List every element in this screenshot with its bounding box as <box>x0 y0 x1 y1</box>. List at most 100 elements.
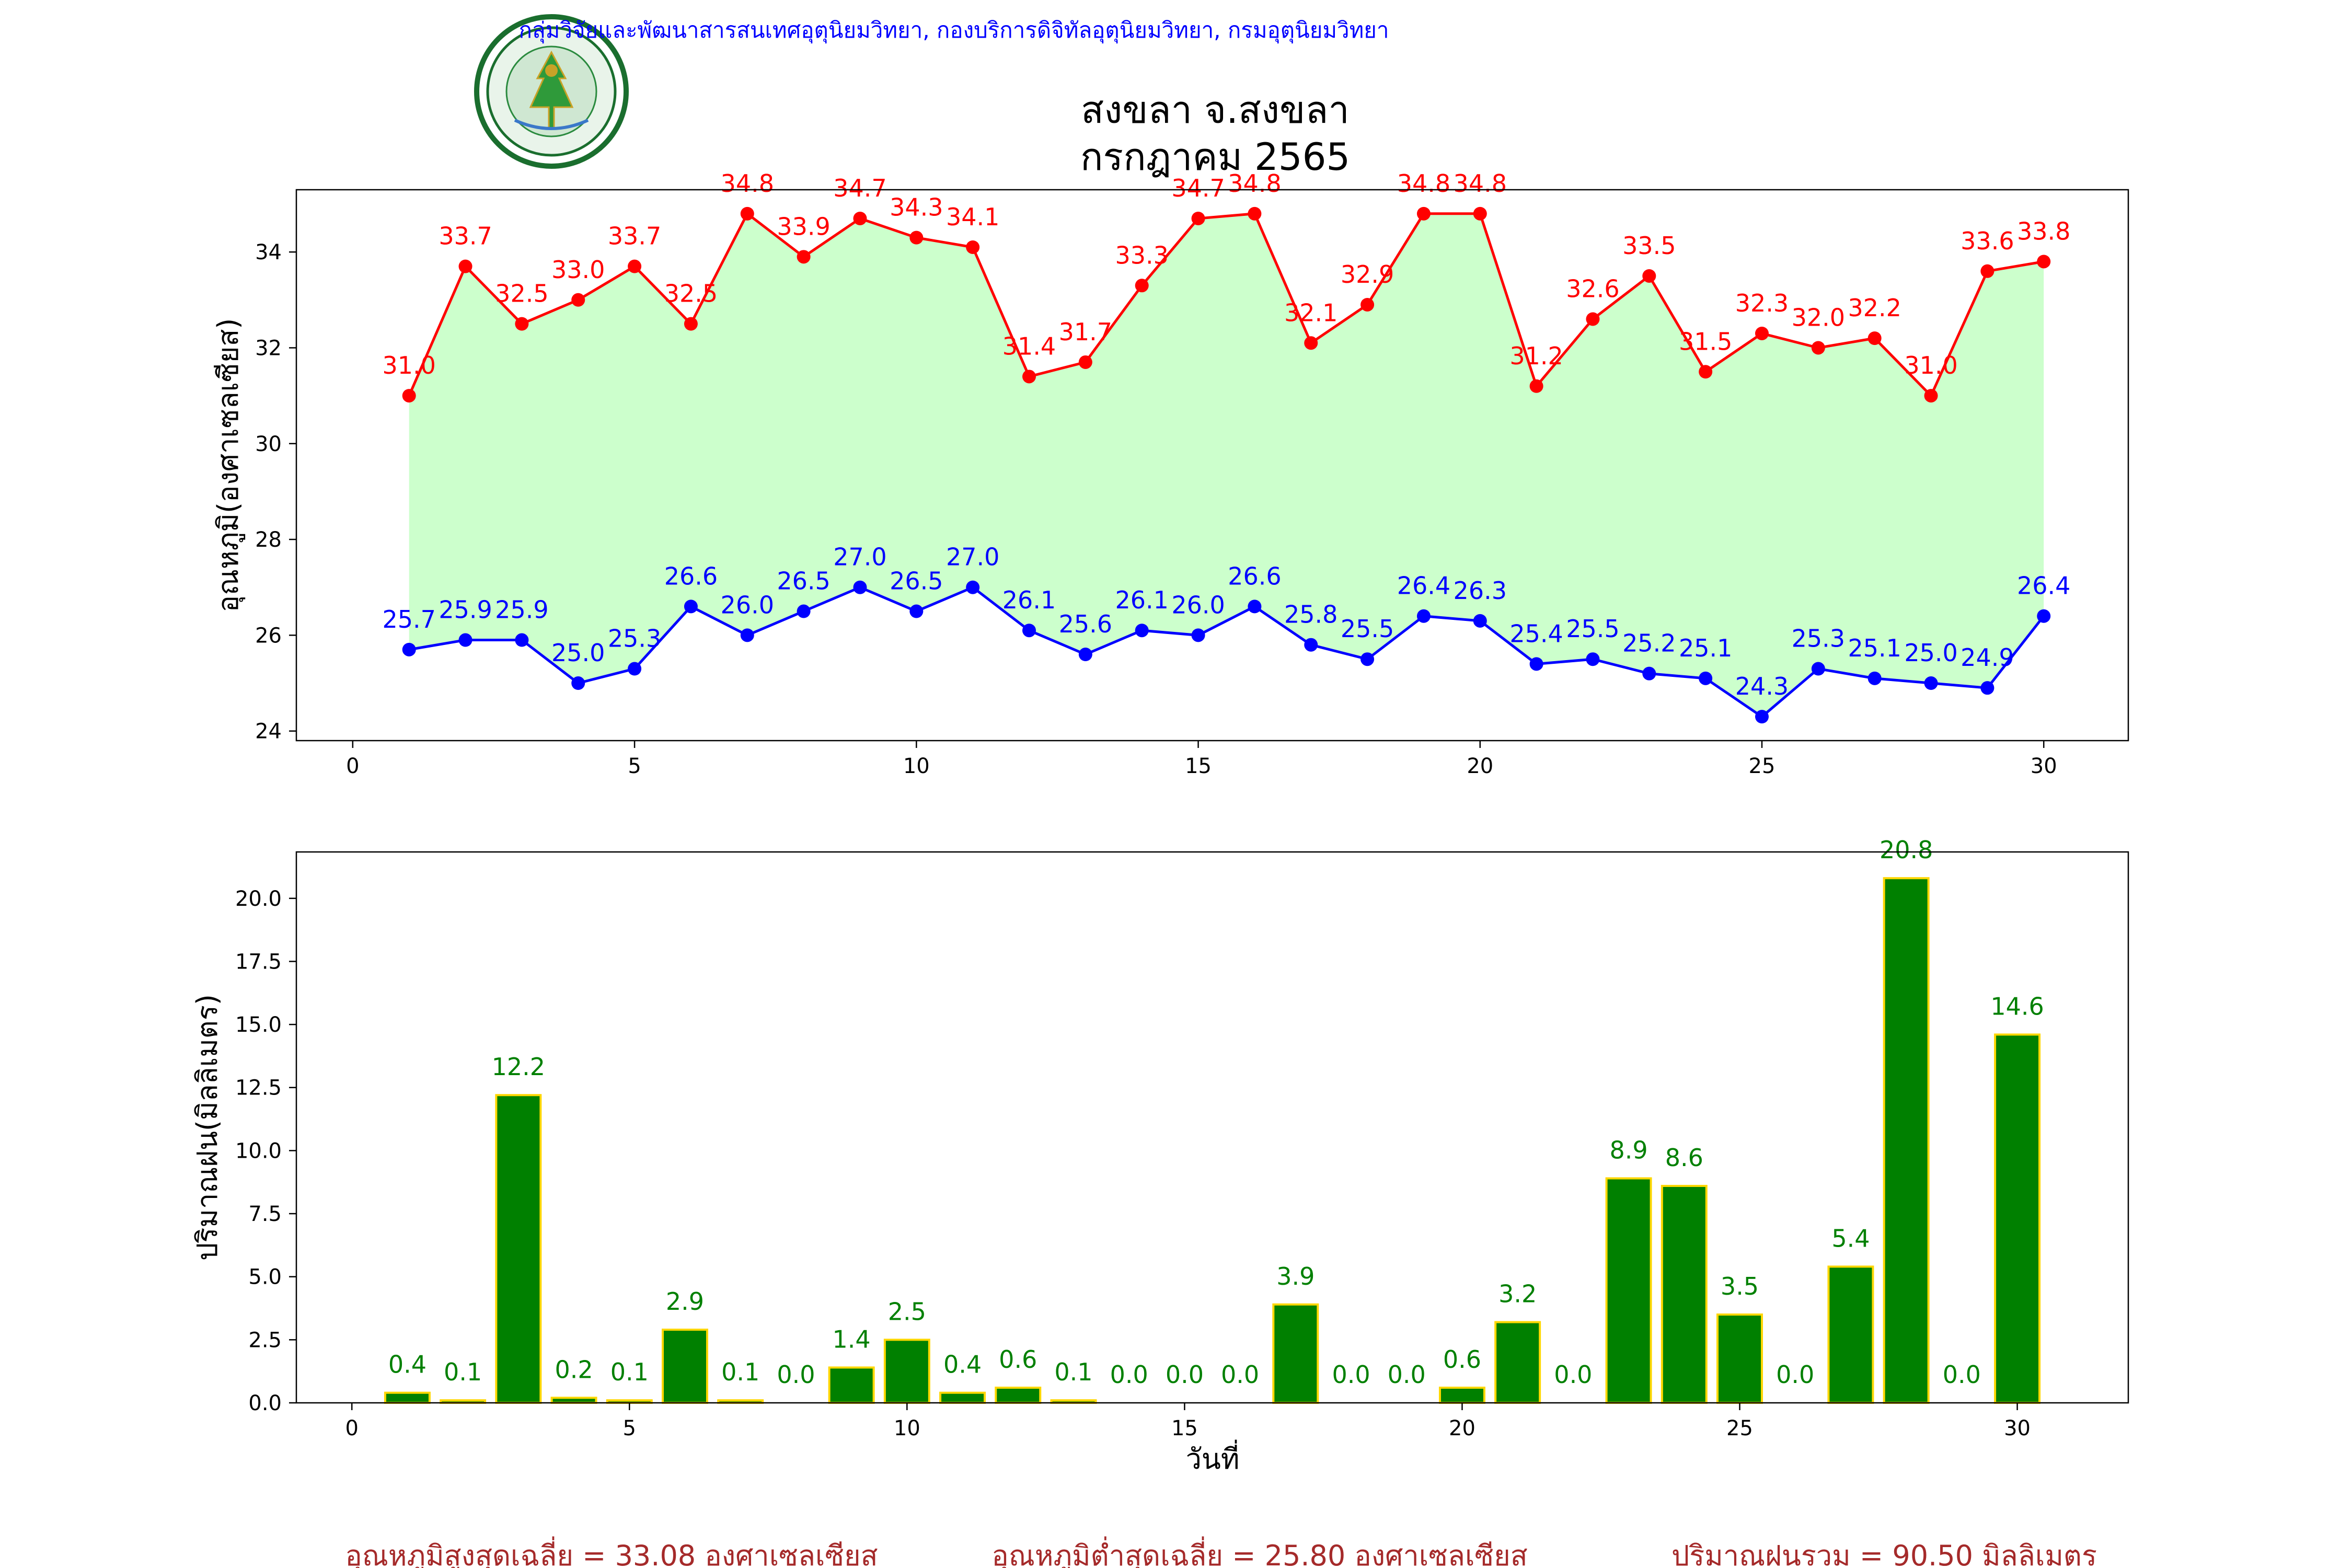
rain-x-tick-label: 25 <box>1726 1416 1753 1440</box>
max-temp-point-day-23 <box>1642 269 1656 283</box>
rain-bar-day-11 <box>939 1391 986 1404</box>
min-temp-point-day-25 <box>1755 710 1769 724</box>
rain-bar-day-28 <box>1883 877 1930 1404</box>
max-temp-point-day-22 <box>1586 312 1600 326</box>
rain-value-label-day-24: 8.6 <box>1665 1144 1703 1172</box>
min-temp-point-day-4 <box>571 676 585 690</box>
agency-header: กลุ่มวิจัยและพัฒนาสารสนเทศอุตุนิยมวิทยา,… <box>518 17 1389 44</box>
min-temp-label-day-22: 25.5 <box>1566 615 1619 643</box>
min-temp-label-day-13: 25.6 <box>1059 610 1112 638</box>
max-temp-label-day-1: 31.0 <box>382 351 435 379</box>
max-temp-label-day-22: 32.6 <box>1566 274 1619 303</box>
rainfall-plot-frame <box>295 851 2129 1404</box>
rain-value-label-day-13: 0.1 <box>1054 1358 1092 1386</box>
rain-x-tick-label: 10 <box>894 1416 920 1440</box>
min-temp-point-day-7 <box>740 628 754 642</box>
temp-y-tick-label: 30 <box>255 432 282 456</box>
max-temp-point-day-1 <box>402 389 416 403</box>
min-temp-point-day-14 <box>1135 624 1149 638</box>
min-temp-label-day-28: 25.0 <box>1904 639 1957 667</box>
rain-bar-day-23 <box>1605 1177 1652 1404</box>
max-temp-point-day-25 <box>1755 326 1769 340</box>
max-temp-point-day-2 <box>458 259 472 273</box>
min-temp-label-day-7: 26.0 <box>721 591 774 619</box>
max-temp-point-day-27 <box>1867 331 1882 345</box>
min-temp-point-day-28 <box>1924 676 1938 690</box>
max-temp-label-day-14: 33.3 <box>1115 241 1168 269</box>
temp-x-tick-label: 25 <box>1749 754 1775 778</box>
rain-bar-day-30 <box>1994 1033 2041 1404</box>
chart-title-line1: สงขลา จ.สงขลา <box>1081 88 1350 132</box>
rain-x-tick-label: 5 <box>623 1416 636 1440</box>
max-temp-point-day-6 <box>684 317 698 331</box>
max-temp-label-day-12: 31.4 <box>1002 332 1056 360</box>
min-temp-point-day-24 <box>1699 671 1713 685</box>
min-temp-point-day-1 <box>402 642 416 656</box>
temp-y-tick-label: 28 <box>255 528 282 552</box>
max-temp-label-day-30: 33.8 <box>2017 217 2070 245</box>
min-temp-point-day-15 <box>1191 628 1205 642</box>
rainfall-x-axis-label: วันที่ <box>1186 1439 1240 1475</box>
max-temp-label-day-8: 33.9 <box>777 212 830 240</box>
rain-value-label-day-6: 2.9 <box>666 1287 704 1316</box>
rain-bar-day-21 <box>1494 1321 1541 1404</box>
min-temp-label-day-18: 25.5 <box>1341 615 1394 643</box>
rain-bar-day-4 <box>550 1397 597 1404</box>
min-temp-point-day-19 <box>1416 609 1431 623</box>
avg-max-temperature-summary: อุณหภูมิสูงสุดเฉลี่ย = 33.08 องศาเซลเซีย… <box>345 1536 878 1568</box>
max-temp-label-day-27: 32.2 <box>1848 294 1901 322</box>
max-temp-point-day-29 <box>1980 264 1994 278</box>
max-temp-label-day-25: 32.3 <box>1735 289 1789 317</box>
rainfall-chart: 0.4 0.1 12.2 0.2 0.1 2.9 0.1 0.0 1.4 2.5 0.4 0.6 0.1… <box>191 836 2129 1475</box>
min-temp-point-day-22 <box>1586 652 1600 666</box>
min-temp-label-day-23: 25.2 <box>1622 629 1676 658</box>
min-temp-label-day-29: 24.9 <box>1961 643 2014 672</box>
min-temp-label-day-30: 26.4 <box>2017 572 2070 600</box>
min-temp-point-day-6 <box>684 599 698 614</box>
rain-value-label-day-7: 0.1 <box>721 1358 759 1386</box>
max-temp-point-day-12 <box>1022 370 1036 384</box>
rain-y-tick-label: 12.5 <box>235 1076 282 1100</box>
min-temp-label-day-25: 24.3 <box>1735 672 1789 700</box>
rain-value-label-day-30: 14.6 <box>1990 992 2044 1020</box>
max-temp-point-day-4 <box>571 293 585 307</box>
max-temp-point-day-28 <box>1924 389 1938 403</box>
min-temperature-line <box>409 585 2045 719</box>
max-temp-label-day-7: 34.8 <box>721 169 774 198</box>
max-temp-label-day-9: 34.7 <box>833 174 886 202</box>
min-temp-label-day-6: 26.6 <box>664 562 718 590</box>
max-temp-label-day-26: 32.0 <box>1792 303 1845 331</box>
min-temp-point-day-12 <box>1022 624 1036 638</box>
min-temp-label-day-12: 26.1 <box>1002 586 1056 614</box>
max-temp-label-day-11: 34.1 <box>946 203 999 231</box>
max-temp-point-day-17 <box>1304 336 1318 350</box>
min-temp-label-day-11: 27.0 <box>946 543 999 571</box>
temperature-plot-frame <box>295 189 2129 742</box>
temperature-chart: 31.033.732.533.033.732.534.833.934.734.3… <box>212 169 2129 778</box>
max-temp-point-day-15 <box>1191 211 1205 225</box>
total-rainfall-summary: ปริมาณฝนรวม = 90.50 มิลลิเมตร <box>1671 1539 2097 1568</box>
max-temp-label-day-6: 32.5 <box>664 280 718 308</box>
min-temp-point-day-21 <box>1529 657 1543 671</box>
rain-y-tick-label: 0.0 <box>248 1391 282 1415</box>
rain-x-tick-label: 15 <box>1171 1416 1198 1440</box>
max-temp-point-day-16 <box>1248 206 1262 221</box>
min-temp-label-day-16: 26.6 <box>1228 562 1281 590</box>
min-temp-label-day-10: 26.5 <box>890 567 943 595</box>
min-temp-point-day-26 <box>1811 662 1825 676</box>
max-temp-point-day-14 <box>1135 279 1149 293</box>
temp-x-tick-label: 5 <box>628 754 641 778</box>
min-temp-point-day-18 <box>1361 652 1375 666</box>
max-temp-label-day-13: 31.7 <box>1059 318 1112 346</box>
min-temp-label-day-5: 25.3 <box>608 625 661 653</box>
min-temp-label-day-2: 25.9 <box>439 596 492 624</box>
min-temp-point-day-16 <box>1248 599 1262 614</box>
min-temp-label-day-1: 25.7 <box>382 605 435 633</box>
rain-value-label-day-3: 12.2 <box>492 1053 545 1081</box>
rain-bar-day-10 <box>883 1339 930 1404</box>
rain-value-label-day-2: 0.1 <box>444 1358 482 1386</box>
min-temp-label-day-19: 26.4 <box>1397 572 1450 600</box>
max-temp-label-day-24: 31.5 <box>1679 327 1732 355</box>
temp-y-tick-label: 26 <box>255 624 282 648</box>
